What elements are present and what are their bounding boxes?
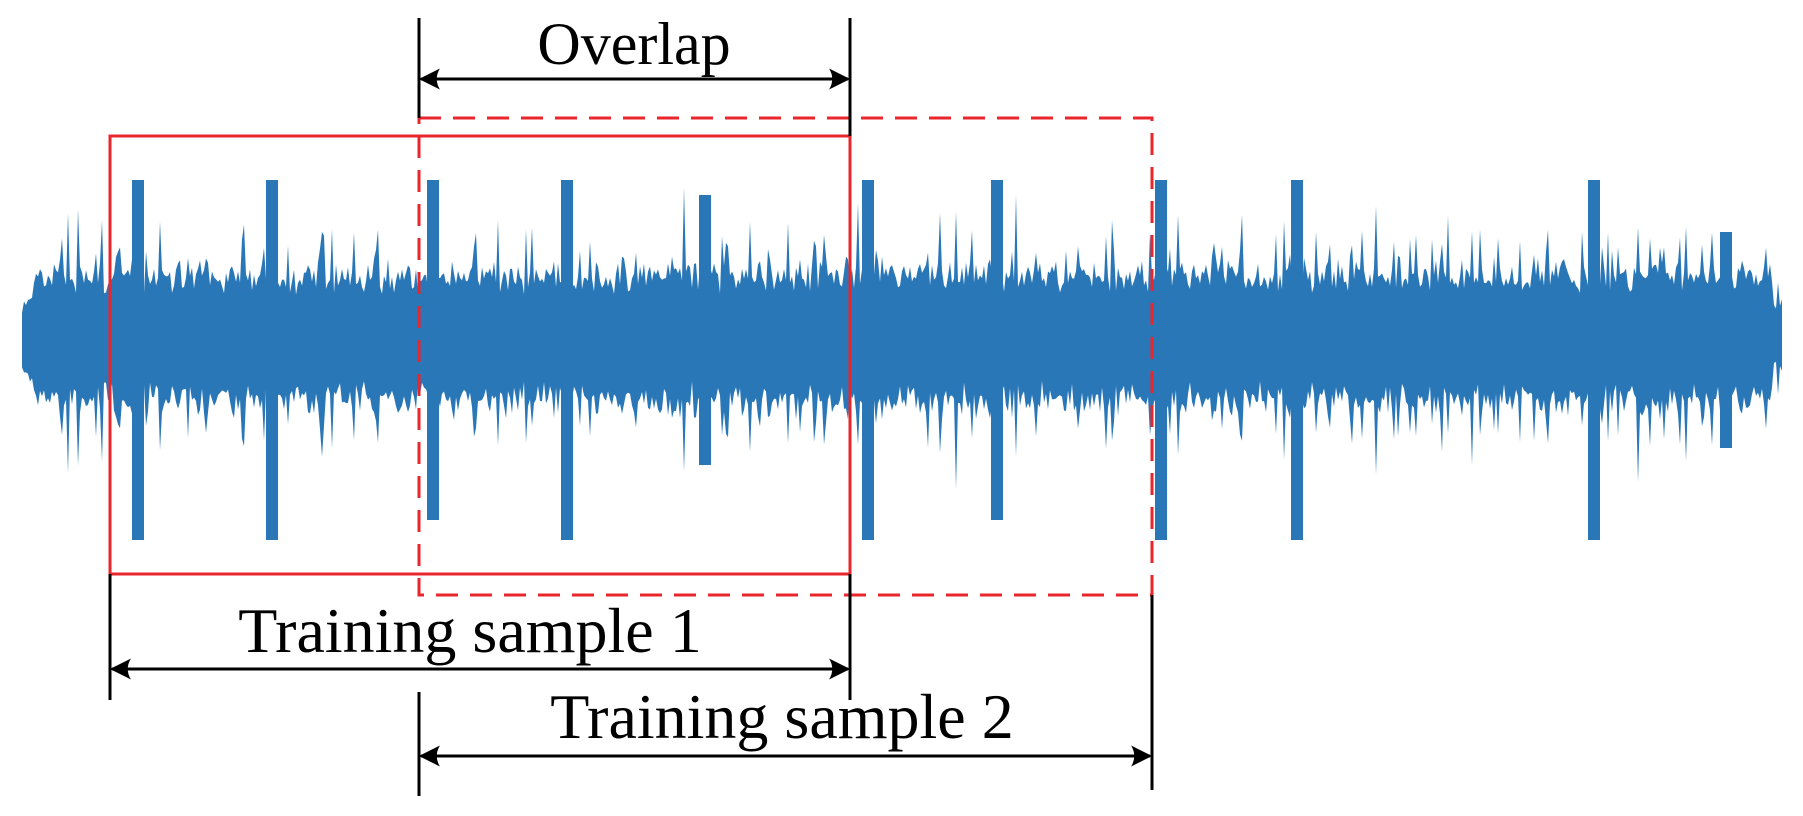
signal-spike: [1588, 180, 1600, 540]
overlap-label: Overlap: [537, 11, 730, 77]
signal-spike: [1155, 180, 1167, 540]
signal-spike: [862, 180, 874, 540]
signal-spike: [266, 180, 278, 540]
signal-spike: [132, 180, 144, 540]
sample-1-annotation: Training sample 1: [108, 574, 852, 700]
sample-2-annotation: Training sample 2: [417, 595, 1154, 796]
training-window-1: [108, 134, 852, 576]
overlap-annotation: Overlap: [417, 11, 852, 136]
signal-spike: [561, 180, 573, 540]
signal-impulse-spikes: [132, 180, 1732, 540]
signal-spike: [1720, 232, 1732, 448]
signal-spike: [699, 195, 711, 465]
signal-spike: [991, 180, 1003, 520]
sample-1-label: Training sample 1: [238, 595, 701, 666]
signal-waveform: [22, 187, 1782, 490]
sample-2-label: Training sample 2: [550, 681, 1013, 752]
vibration-signal: [22, 180, 1782, 540]
signal-spike: [427, 180, 439, 520]
signal-spike: [1291, 180, 1303, 540]
training-window-2: [417, 116, 1154, 597]
